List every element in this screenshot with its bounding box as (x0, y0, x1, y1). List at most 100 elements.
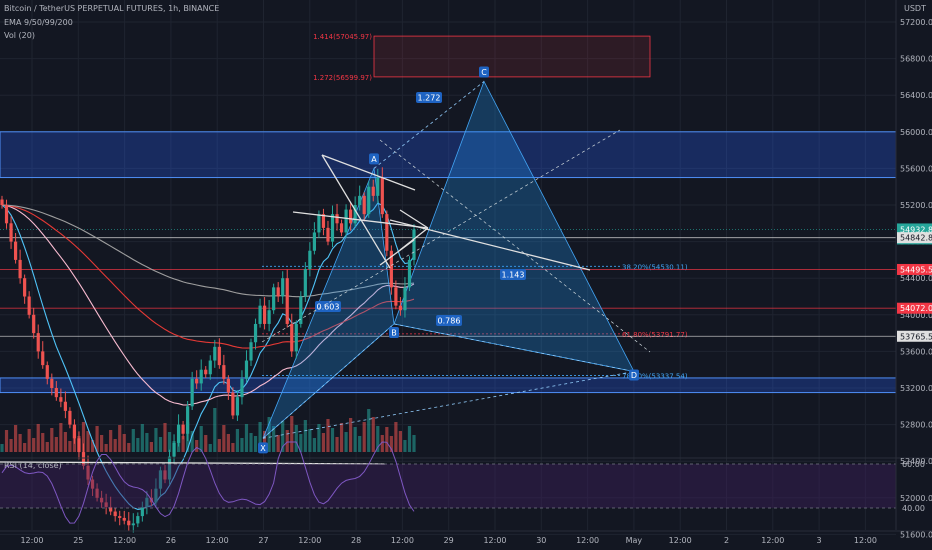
candle-body (68, 410, 72, 425)
volume-bar (272, 426, 276, 452)
zone-2 (0, 377, 897, 394)
candle-body (407, 259, 412, 288)
price-tick: 56800.00 (900, 55, 932, 64)
fib-label-618: 61.80%(53791.77) (622, 331, 688, 339)
volume-bar (213, 408, 217, 452)
symbol-title: Bitcoin / TetherUS PERPETUAL FUTURES, 1h… (4, 4, 220, 13)
candle-body (321, 214, 326, 228)
price-tag-tag4 (897, 302, 932, 314)
candle-body (186, 406, 190, 434)
candle-body (335, 214, 339, 224)
volume-bar (199, 426, 203, 452)
rsi-pane: 60.00 40.00 (0, 441, 932, 524)
candle-body (86, 465, 90, 480)
candle-body (113, 511, 117, 517)
candle-body (367, 186, 371, 215)
volume-bar (23, 443, 27, 452)
volume-bar (380, 435, 384, 452)
volume-bar (394, 422, 398, 452)
candle-body (262, 305, 267, 324)
volume-bar (95, 426, 99, 452)
time-tick: 12:00 (669, 536, 692, 545)
price-tag-tag2 (897, 232, 932, 244)
volume-bar (181, 436, 185, 452)
volume-bar (81, 422, 86, 452)
candle-body (217, 346, 221, 366)
ratio-0603-tag (315, 301, 341, 312)
candle-body (18, 259, 22, 279)
candle-body (109, 506, 113, 512)
price-tick: 53600.00 (900, 347, 932, 356)
volume-bar (240, 438, 244, 452)
candle-body (362, 195, 366, 215)
candle-body (267, 310, 271, 324)
volume-bar (403, 440, 407, 452)
time-axis: 12:00 25 12:00 26 12:00 27 12:00 28 12:00 29 12:00… (0, 530, 932, 545)
time-tick: 28 (351, 536, 361, 545)
time-tick: 12:00 (761, 536, 784, 545)
volume-bar (104, 444, 108, 452)
candle-body (154, 488, 158, 503)
harmonic-point-c-tag (479, 66, 489, 78)
volume-bar (41, 433, 45, 452)
volume-bar (68, 441, 72, 452)
volume-bar (9, 439, 13, 452)
time-tick: 30 (536, 536, 546, 545)
volume-bar (149, 442, 154, 452)
candle-body (349, 209, 353, 224)
candles (0, 167, 416, 533)
candle-body (50, 378, 54, 388)
volume-bar (54, 437, 58, 452)
ratio-0786-tag (436, 315, 462, 326)
rsi-legend[interactable]: RSI (14, close) (4, 461, 62, 470)
harmonic-xd-diagonal (262, 371, 635, 439)
volume-bar (217, 439, 221, 452)
volume-bar (344, 432, 348, 452)
volume-bar (294, 425, 298, 452)
ema-legend[interactable]: EMA 9/50/99/200 (4, 18, 73, 27)
fib-label-382: 38.20%(54530.11) (622, 263, 688, 271)
ratio-1272-tag (416, 92, 442, 103)
time-tick: May (626, 536, 643, 545)
candle-body (9, 223, 13, 242)
volume-legend[interactable]: Vol (20) (4, 31, 35, 40)
volume-bar (167, 432, 172, 452)
volume-bar (412, 435, 416, 452)
volume-bar (376, 426, 380, 452)
current-price: 54932.87 (900, 225, 932, 234)
volume-bar (4, 430, 9, 452)
time-tick: 12:00 (206, 536, 229, 545)
candle-body (317, 214, 321, 233)
volume-bar (32, 438, 36, 452)
time-tick: 12:00 (298, 536, 321, 545)
harmonic-point-b-tag (389, 326, 399, 338)
volume-bar (389, 436, 393, 452)
candle-body (208, 360, 212, 375)
time-tick: 3 (817, 536, 822, 545)
price-tag-tag3 (897, 263, 932, 275)
candle-body (167, 456, 172, 480)
ema-9-line (1, 202, 415, 510)
volume-bar (371, 417, 375, 452)
harmonic-point-x-tag (258, 442, 268, 454)
volume-bar (226, 434, 230, 452)
ratio-1272: 1.272 (418, 94, 441, 103)
harmonic-point-b: B (391, 328, 397, 337)
trend-line (379, 239, 415, 266)
volume-bars (0, 408, 416, 452)
candle-body (63, 401, 67, 411)
volume-bar (262, 431, 267, 452)
rsi-line (1, 441, 415, 524)
candle-body (371, 186, 375, 196)
price-tick: 52400.00 (900, 457, 932, 466)
zone-1 (0, 131, 897, 179)
candle-body (41, 351, 45, 366)
candle-body (222, 365, 226, 379)
candle-body (131, 523, 135, 526)
volume-bar (249, 433, 253, 452)
time-tick: 12:00 (391, 536, 414, 545)
harmonic-point-a: A (371, 155, 377, 164)
price-tick: 56400.00 (900, 91, 932, 100)
